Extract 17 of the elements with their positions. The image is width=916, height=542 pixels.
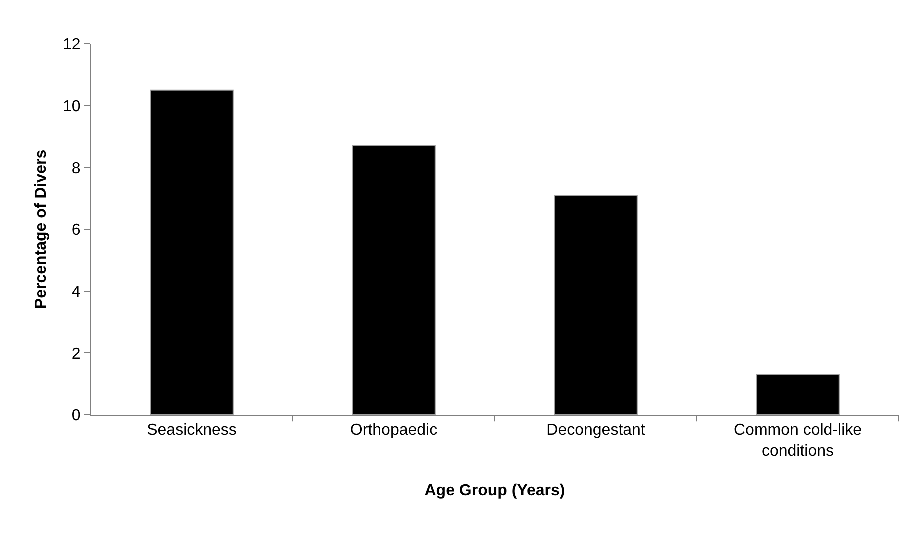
x-axis-title: Age Group (Years) bbox=[424, 482, 566, 500]
bar bbox=[352, 146, 436, 415]
bar bbox=[554, 194, 638, 415]
y-tick-label: 12 bbox=[63, 36, 81, 54]
y-tick-label: 4 bbox=[72, 284, 81, 301]
y-tick-label: 10 bbox=[63, 98, 81, 116]
x-tick-label: Common cold-like conditions bbox=[734, 422, 862, 460]
y-tick-label: 8 bbox=[72, 160, 81, 178]
x-tick-label: Orthopaedic bbox=[350, 422, 438, 440]
x-tick-label: Seasickness bbox=[147, 422, 237, 440]
y-tick-label: 6 bbox=[72, 222, 81, 240]
y-tick-label: 0 bbox=[72, 408, 81, 425]
bar bbox=[150, 90, 234, 415]
y-axis-title: Percentage of Divers bbox=[32, 150, 50, 310]
y-tick-label: 2 bbox=[72, 346, 81, 363]
x-tick-label: Decongestant bbox=[546, 422, 646, 440]
bar bbox=[756, 374, 840, 415]
